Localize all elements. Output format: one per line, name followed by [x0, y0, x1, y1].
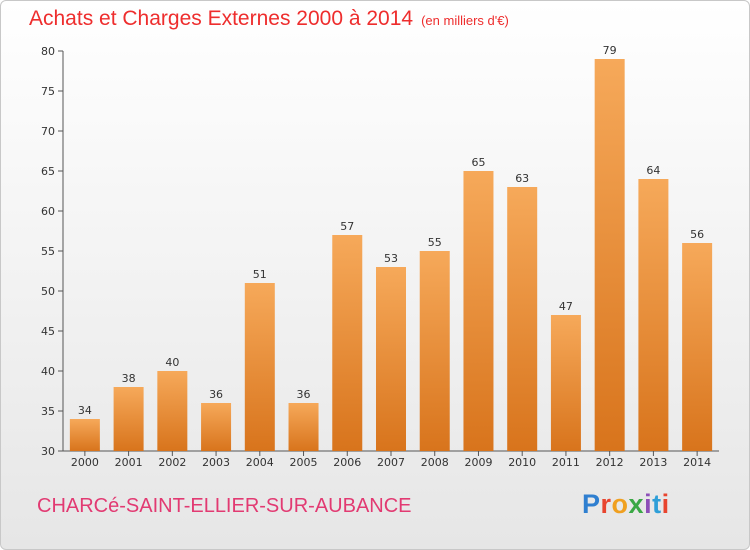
- bar: [288, 403, 319, 451]
- bar: [550, 315, 581, 451]
- bar: [419, 251, 450, 451]
- bar-value-label: 34: [78, 404, 92, 417]
- y-tick-label: 75: [41, 85, 55, 98]
- y-tick-label: 70: [41, 125, 55, 138]
- bar-value-label: 65: [471, 156, 485, 169]
- bar-value-label: 79: [603, 44, 617, 57]
- x-tick-label: 2000: [71, 456, 99, 469]
- proxiti-logo: Proxiti: [582, 489, 670, 520]
- bar: [113, 387, 144, 451]
- y-tick-label: 50: [41, 285, 55, 298]
- bar: [463, 171, 494, 451]
- x-tick-label: 2011: [552, 456, 580, 469]
- bar: [157, 371, 188, 451]
- x-tick-label: 2012: [596, 456, 624, 469]
- bar-value-label: 55: [428, 236, 442, 249]
- x-tick-label: 2007: [377, 456, 405, 469]
- bar-value-label: 53: [384, 252, 398, 265]
- x-tick-label: 2013: [639, 456, 667, 469]
- bar-value-label: 38: [122, 372, 136, 385]
- x-tick-label: 2014: [683, 456, 711, 469]
- logo-letter: i: [661, 489, 670, 519]
- y-tick-label: 45: [41, 325, 55, 338]
- bar: [507, 187, 538, 451]
- bar-value-label: 36: [297, 388, 311, 401]
- bar: [69, 419, 100, 451]
- x-tick-label: 2002: [158, 456, 186, 469]
- bar-value-label: 57: [340, 220, 354, 233]
- y-tick-label: 40: [41, 365, 55, 378]
- bar-value-label: 63: [515, 172, 529, 185]
- logo-letter: i: [644, 489, 653, 519]
- bar: [332, 235, 363, 451]
- x-tick-label: 2001: [115, 456, 143, 469]
- x-tick-label: 2008: [421, 456, 449, 469]
- y-tick-label: 60: [41, 205, 55, 218]
- bar-value-label: 56: [690, 228, 704, 241]
- chart-subtitle: (en milliers d'€): [421, 13, 509, 28]
- logo-letter: o: [611, 489, 629, 519]
- x-tick-label: 2004: [246, 456, 274, 469]
- x-tick-label: 2006: [333, 456, 361, 469]
- y-tick-label: 35: [41, 405, 55, 418]
- x-tick-label: 2003: [202, 456, 230, 469]
- bar: [201, 403, 232, 451]
- bar: [244, 283, 275, 451]
- y-tick-label: 55: [41, 245, 55, 258]
- logo-letter: P: [582, 489, 601, 519]
- logo-letter: t: [652, 489, 662, 519]
- logo-letter: x: [628, 489, 645, 519]
- bar-value-label: 51: [253, 268, 267, 281]
- title-text: Achats et Charges Externes 2000 à 2014: [29, 7, 414, 30]
- x-tick-label: 2005: [290, 456, 318, 469]
- bar: [682, 243, 713, 451]
- y-tick-label: 30: [41, 445, 55, 458]
- bar: [594, 59, 625, 451]
- city-name: CHARCé-SAINT-ELLIER-SUR-AUBANCE: [37, 495, 412, 517]
- bar: [376, 267, 406, 451]
- bar-value-label: 64: [646, 164, 660, 177]
- bar: [638, 179, 669, 451]
- y-tick-label: 65: [41, 165, 55, 178]
- bar-value-label: 47: [559, 300, 573, 313]
- y-tick-label: 80: [41, 45, 55, 58]
- bar-value-label: 36: [209, 388, 223, 401]
- bar-value-label: 40: [165, 356, 179, 369]
- chart-title: Achats et Charges Externes 2000 à 2014 (e…: [29, 7, 509, 31]
- logo-letter: r: [600, 489, 612, 519]
- x-tick-label: 2009: [464, 456, 492, 469]
- x-tick-label: 2010: [508, 456, 536, 469]
